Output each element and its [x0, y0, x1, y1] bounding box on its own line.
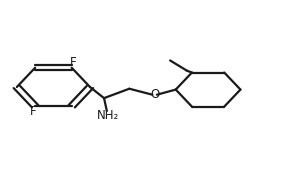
Text: O: O — [150, 88, 159, 101]
Text: NH₂: NH₂ — [97, 109, 119, 122]
Text: F: F — [30, 105, 36, 118]
Text: F: F — [70, 56, 77, 69]
